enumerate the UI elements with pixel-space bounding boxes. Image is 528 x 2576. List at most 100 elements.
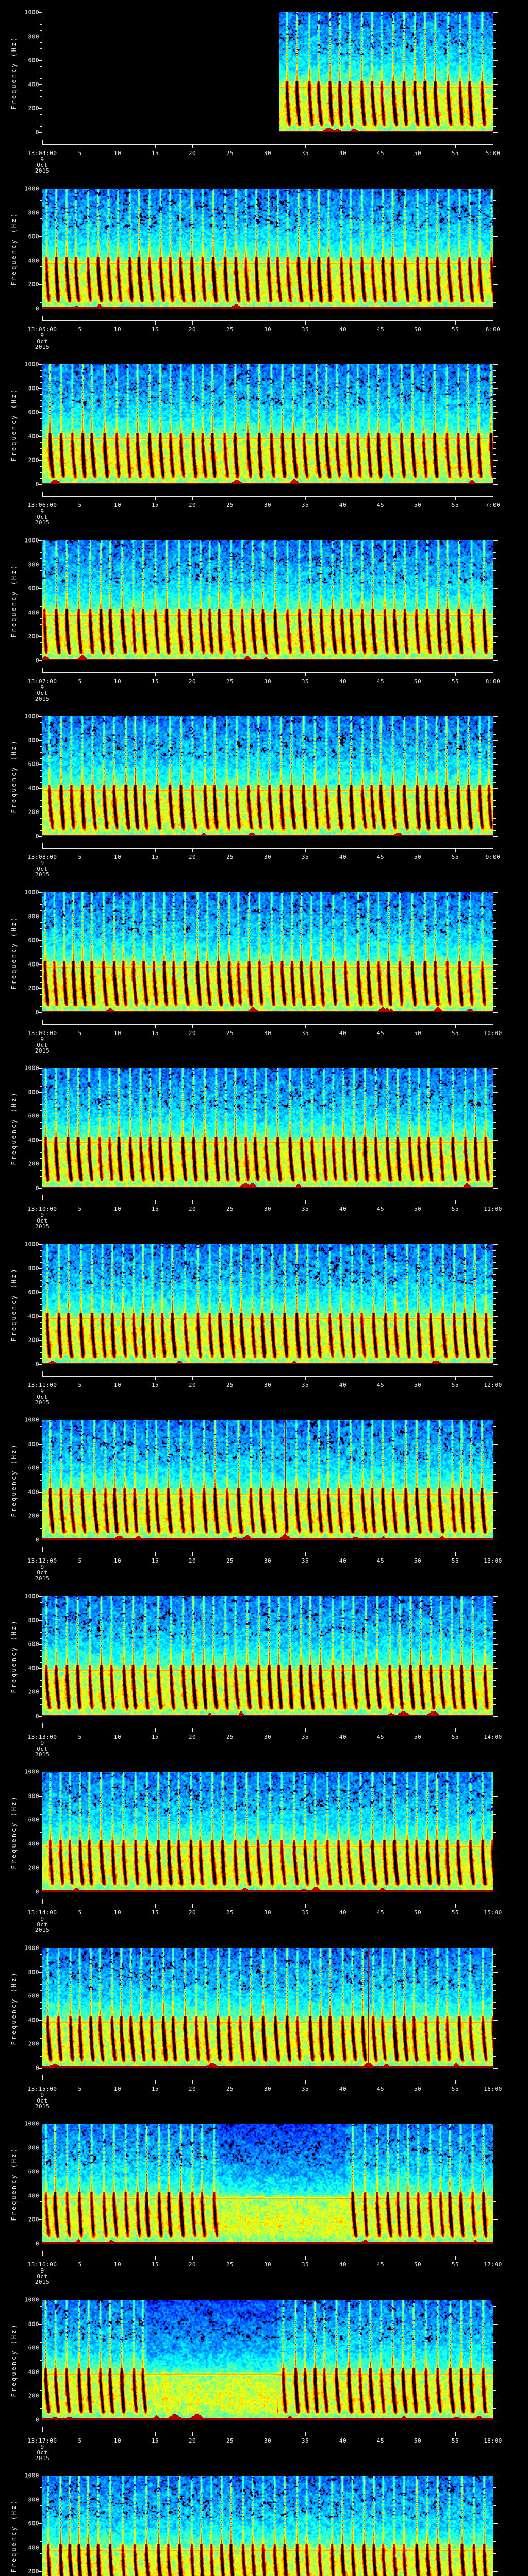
- y-tick-label: 600: [28, 937, 39, 944]
- y-major-tick: [493, 284, 498, 285]
- y-axis-title: Frequency (Hz): [10, 2498, 18, 2573]
- y-minor-tick: [493, 418, 496, 419]
- y-minor-tick: [493, 1006, 496, 1007]
- spectrogram-canvas: [42, 892, 493, 1012]
- x-tick-label: 20: [188, 2437, 196, 2444]
- y-major-tick: [38, 660, 42, 661]
- spectrogram-panel: Frequency (Hz) 1000 800 600 400 200 0 5 10 15 20 25…: [0, 361, 528, 540]
- y-axis-title: Frequency (Hz): [10, 1091, 18, 1165]
- x-tick-label: 55: [451, 2437, 459, 2444]
- date-label: Oct: [37, 2449, 48, 2456]
- y-major-tick: [38, 716, 42, 717]
- spectrogram-panel: Frequency (Hz) 1000 800 600 400 200 0 5 10 15 20 25…: [0, 1242, 528, 1420]
- x-tick-label: 40: [339, 326, 347, 333]
- y-minor-tick: [40, 96, 42, 97]
- y-major-tick: [493, 1972, 498, 1973]
- spectrogram-canvas: [42, 1244, 493, 1364]
- y-major-tick: [493, 1620, 498, 1621]
- y-minor-tick: [40, 904, 42, 905]
- y-minor-tick: [40, 1358, 42, 1359]
- x-major-tick: [305, 497, 306, 500]
- y-minor-tick: [493, 654, 496, 655]
- y-major-tick: [493, 1012, 498, 1013]
- x-tick-label: 40: [339, 854, 347, 860]
- y-tick-label: 400: [28, 961, 39, 968]
- y-minor-tick: [493, 1262, 496, 1263]
- y-major-tick: [38, 964, 42, 965]
- y-major-tick: [38, 1244, 42, 1245]
- x-tick-label: 10: [113, 678, 122, 685]
- y-minor-tick: [40, 406, 42, 407]
- y-minor-tick: [493, 78, 496, 79]
- y-major-tick: [38, 364, 42, 365]
- y-tick-label: 200: [28, 633, 39, 640]
- x-tick-label: 40: [339, 1206, 347, 1212]
- x-start-time-label: 13:10:00: [27, 1206, 57, 1212]
- y-minor-tick: [493, 642, 496, 643]
- y-minor-tick: [40, 758, 42, 759]
- x-tick-label: 10: [113, 1909, 122, 1916]
- y-major-tick: [493, 2068, 498, 2069]
- y-minor-tick: [40, 722, 42, 723]
- y-major-tick: [493, 12, 498, 13]
- x-tick-label: 10: [113, 1734, 122, 1740]
- y-tick-label: 0: [35, 833, 39, 840]
- y-minor-tick: [493, 382, 496, 383]
- y-tick-label: 0: [35, 2064, 39, 2072]
- y-major-tick: [38, 2020, 42, 2021]
- y-minor-tick: [493, 570, 496, 571]
- x-end-time-label: 9:00: [485, 854, 501, 860]
- y-major-tick: [493, 836, 498, 837]
- spectrogram-canvas: [42, 364, 493, 484]
- y-major-tick: [493, 1292, 498, 1293]
- y-minor-tick: [40, 1006, 42, 1007]
- x-major-tick: [192, 321, 193, 325]
- y-tick-label: 400: [28, 1488, 39, 1496]
- x-tick-label: 45: [376, 1206, 385, 1212]
- y-tick-label: 400: [28, 2016, 39, 2024]
- y-tick-label: 0: [35, 481, 39, 488]
- x-tick-label: 20: [188, 1382, 196, 1388]
- spectrogram-panel: Frequency (Hz) 1000 800 600 400 200 0 5 10 15 20 25…: [0, 1945, 528, 2124]
- date-label: 9: [40, 1212, 44, 1218]
- y-minor-tick: [493, 218, 496, 219]
- y-minor-tick: [40, 2360, 42, 2361]
- y-major-tick: [493, 1268, 498, 1269]
- x-major-tick: [192, 1904, 193, 1908]
- y-tick-label: 200: [28, 105, 39, 112]
- y-major-tick: [38, 1444, 42, 1445]
- y-major-tick: [493, 964, 498, 965]
- x-axis-line: [42, 496, 493, 497]
- x-tick-label: 10: [113, 1030, 122, 1037]
- x-tick-label: 30: [263, 854, 272, 860]
- y-minor-tick: [40, 570, 42, 571]
- x-tick-label: 30: [263, 1557, 272, 1564]
- y-major-tick: [493, 364, 498, 365]
- x-tick-label: 50: [414, 2437, 422, 2444]
- date-label: 2015: [35, 2279, 50, 2285]
- date-label: Oct: [37, 1394, 48, 1400]
- y-minor-tick: [493, 1966, 496, 1967]
- x-tick-label: 45: [376, 502, 385, 509]
- y-minor-tick: [40, 200, 42, 201]
- x-tick-label: 55: [451, 678, 459, 685]
- x-major-tick: [42, 1020, 43, 1024]
- x-end-time-label: 7:00: [485, 502, 501, 509]
- y-major-tick: [493, 1140, 498, 1141]
- y-minor-tick: [493, 982, 496, 983]
- y-major-tick: [38, 1316, 42, 1317]
- x-tick-label: 45: [376, 1557, 385, 1564]
- y-minor-tick: [493, 2008, 496, 2009]
- y-minor-tick: [40, 1352, 42, 1353]
- y-tick-label: 0: [35, 2416, 39, 2424]
- y-tick-label: 400: [28, 785, 39, 792]
- y-minor-tick: [40, 1602, 42, 1603]
- y-minor-tick: [493, 1280, 496, 1281]
- y-major-tick: [38, 436, 42, 437]
- date-label: 2015: [35, 1927, 50, 1934]
- spectrogram-panel: Frequency (Hz) 1000 800 600 400 200 0 5 10 15 20 25…: [0, 714, 528, 892]
- y-tick-label: 1000: [24, 361, 39, 368]
- y-minor-tick: [40, 782, 42, 783]
- x-tick-label: 5: [78, 1206, 82, 1212]
- y-tick-label: 200: [28, 2392, 39, 2399]
